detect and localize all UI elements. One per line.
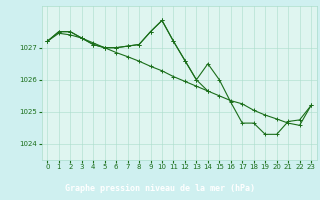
Text: Graphe pression niveau de la mer (hPa): Graphe pression niveau de la mer (hPa)	[65, 184, 255, 193]
